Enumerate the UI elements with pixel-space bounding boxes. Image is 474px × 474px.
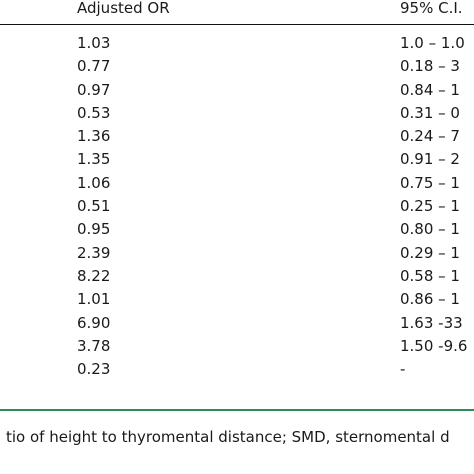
adjusted-or-value: 3.78 [77, 336, 111, 355]
table-row: 1.03 1.0 – 1.0 [0, 32, 474, 55]
table-row: 0.77 0.18 – 3 [0, 55, 474, 78]
confidence-interval-value: 0.86 – 1 [400, 290, 460, 309]
table-row: 2.39 0.29 – 1 [0, 242, 474, 265]
adjusted-or-value: 1.06 [77, 173, 111, 192]
adjusted-or-value: 0.53 [77, 103, 111, 122]
table-bottom-divider [0, 409, 474, 411]
adjusted-or-value: 0.77 [77, 57, 111, 76]
table-row: 6.90 1.63 -33 [0, 312, 474, 335]
adjusted-or-value: 1.03 [77, 34, 111, 52]
adjusted-or-value: 6.90 [77, 313, 111, 332]
table-row: 0.95 0.80 – 1 [0, 218, 474, 241]
table-row: 1.36 0.24 – 7 [0, 125, 474, 148]
confidence-interval-value: 1.0 – 1.0 [400, 34, 465, 52]
confidence-interval-value: 1.50 -9.6 [400, 336, 468, 355]
confidence-interval-value: 0.58 – 1 [400, 266, 460, 285]
table-row: 0.51 0.25 – 1 [0, 195, 474, 218]
table-footnote: tio of height to thyromental distance; S… [6, 428, 450, 446]
header-adjusted-or: Adjusted OR [77, 0, 170, 17]
confidence-interval-value: 0.29 – 1 [400, 243, 460, 262]
confidence-interval-value: 1.63 -33 [400, 313, 463, 332]
table-row: 1.06 0.75 – 1 [0, 172, 474, 195]
confidence-interval-value: 0.31 – 0 [400, 103, 460, 122]
confidence-interval-value: - [400, 360, 406, 379]
confidence-interval-value: 0.84 – 1 [400, 80, 460, 99]
table-row: 0.97 0.84 – 1 [0, 79, 474, 102]
confidence-interval-value: 0.80 – 1 [400, 220, 460, 239]
table-body: 1.03 1.0 – 1.0 0.77 0.18 – 3 0.97 0.84 – 1 0.5… [0, 32, 474, 381]
confidence-interval-value: 0.18 – 3 [400, 57, 460, 76]
adjusted-or-value: 1.36 [77, 127, 111, 146]
adjusted-or-value: 0.23 [77, 360, 111, 379]
adjusted-or-value: 2.39 [77, 243, 111, 262]
adjusted-or-value: 1.01 [77, 290, 111, 309]
header-divider [0, 24, 474, 25]
table-row: 1.01 0.86 – 1 [0, 288, 474, 311]
table-row: 3.78 1.50 -9.6 [0, 335, 474, 358]
adjusted-or-value: 8.22 [77, 266, 111, 285]
adjusted-or-value: 0.97 [77, 80, 111, 99]
table-row: 0.53 0.31 – 0 [0, 102, 474, 125]
confidence-interval-value: 0.75 – 1 [400, 173, 460, 192]
table-row: 1.35 0.91 – 2 [0, 148, 474, 171]
adjusted-or-value: 0.95 [77, 220, 111, 239]
confidence-interval-value: 0.24 – 7 [400, 127, 460, 146]
confidence-interval-value: 0.91 – 2 [400, 150, 460, 169]
table-row: 0.23 - [0, 358, 474, 381]
confidence-interval-value: 0.25 – 1 [400, 197, 460, 216]
header-confidence-interval: 95% C.I. [400, 0, 463, 17]
table-header-row: Adjusted OR 95% C.I. [0, 0, 474, 26]
adjusted-or-value: 1.35 [77, 150, 111, 169]
adjusted-or-value: 0.51 [77, 197, 111, 216]
table-row: 8.22 0.58 – 1 [0, 265, 474, 288]
